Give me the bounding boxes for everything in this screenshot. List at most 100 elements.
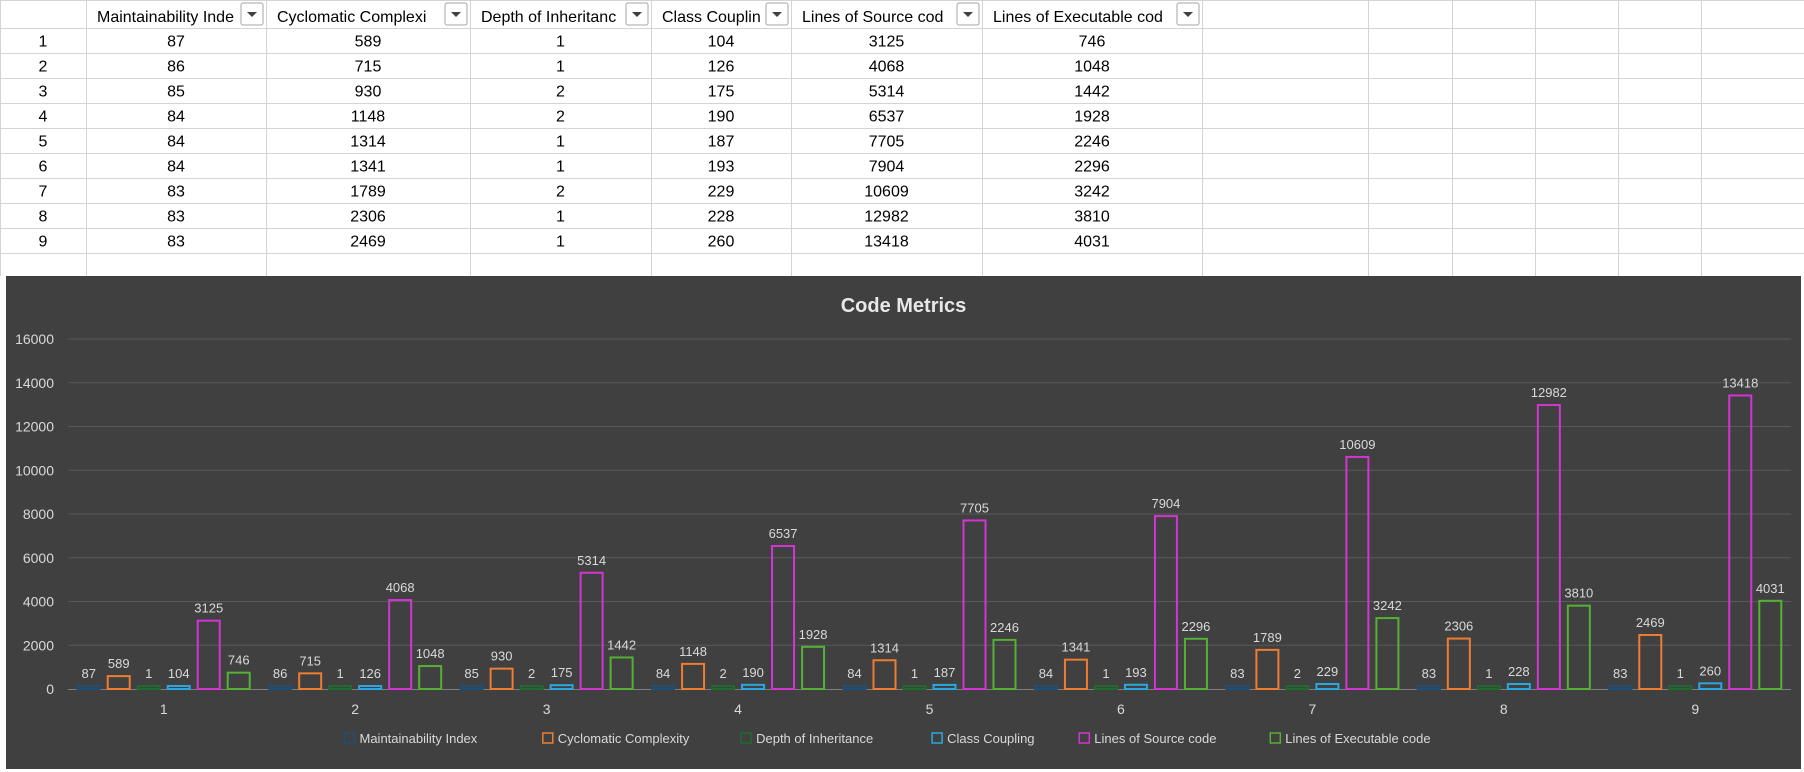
bar[interactable] xyxy=(1183,637,1208,690)
table-cell[interactable]: 190 xyxy=(708,109,735,126)
bar[interactable] xyxy=(549,684,574,690)
bar[interactable] xyxy=(358,685,383,690)
bar[interactable] xyxy=(741,683,766,690)
bar[interactable] xyxy=(298,672,323,690)
bar[interactable] xyxy=(1255,648,1280,691)
filter-dropdown-button[interactable] xyxy=(240,2,264,26)
table-cell[interactable]: 3810 xyxy=(1074,209,1110,226)
legend-item[interactable]: Lines of Source code xyxy=(1078,731,1216,746)
bar[interactable] xyxy=(902,685,927,690)
table-cell[interactable]: 1442 xyxy=(1074,84,1110,101)
table-cell[interactable]: 10609 xyxy=(864,184,909,201)
table-cell[interactable]: 1148 xyxy=(351,109,386,126)
filter-dropdown-button[interactable] xyxy=(765,2,789,26)
legend-item[interactable]: Depth of Inheritance xyxy=(740,731,873,746)
table-cell[interactable]: 1789 xyxy=(350,184,386,201)
bar[interactable] xyxy=(166,685,191,690)
table-cell[interactable]: 746 xyxy=(1079,34,1106,51)
table-cell[interactable]: 175 xyxy=(708,84,735,101)
row-label[interactable]: 4 xyxy=(39,109,48,126)
table-cell[interactable]: 3125 xyxy=(869,34,905,51)
table-cell[interactable]: 228 xyxy=(708,209,735,226)
bar[interactable] xyxy=(932,683,957,690)
bar[interactable] xyxy=(771,545,796,690)
bar[interactable] xyxy=(992,638,1017,690)
filter-dropdown-button[interactable] xyxy=(625,2,649,26)
bar[interactable] xyxy=(1285,685,1310,690)
table-cell[interactable]: 126 xyxy=(708,59,735,76)
table-cell[interactable]: 2306 xyxy=(350,209,386,226)
bar[interactable] xyxy=(872,659,897,691)
table-cell[interactable]: 3242 xyxy=(1074,184,1110,201)
table-cell[interactable]: 7705 xyxy=(869,134,905,151)
bar[interactable] xyxy=(651,685,676,690)
table-cell[interactable]: 2296 xyxy=(1074,159,1110,176)
table-cell[interactable]: 83 xyxy=(167,209,185,226)
bar[interactable] xyxy=(681,662,706,691)
row-label[interactable]: 2 xyxy=(39,59,48,76)
table-cell[interactable]: 7904 xyxy=(869,159,905,176)
table-cell[interactable]: 1928 xyxy=(1074,109,1110,126)
table-cell[interactable]: 87 xyxy=(167,34,185,51)
legend-item[interactable]: Maintainability Index xyxy=(343,731,478,746)
table-cell[interactable]: 2 xyxy=(556,184,565,201)
bar[interactable] xyxy=(1345,455,1370,690)
row-label[interactable]: 5 xyxy=(39,134,48,151)
table-cell[interactable]: 4031 xyxy=(1074,234,1110,251)
bar[interactable] xyxy=(1608,685,1633,690)
bar[interactable] xyxy=(1566,604,1591,690)
bar[interactable] xyxy=(842,685,867,690)
table-cell[interactable]: 2 xyxy=(556,84,565,101)
table-cell[interactable]: 84 xyxy=(167,109,185,126)
table-cell[interactable]: 1 xyxy=(556,34,565,51)
row-label[interactable]: 1 xyxy=(39,34,48,51)
table-cell[interactable]: 4068 xyxy=(869,59,905,76)
bar[interactable] xyxy=(1315,682,1340,691)
legend-item[interactable]: Lines of Executable code xyxy=(1269,731,1431,746)
bar[interactable] xyxy=(1638,633,1663,691)
table-cell[interactable]: 2469 xyxy=(350,234,386,251)
table-cell[interactable]: 83 xyxy=(167,184,185,201)
table-cell[interactable]: 193 xyxy=(708,159,735,176)
bar[interactable] xyxy=(1123,683,1148,691)
table-cell[interactable]: 2246 xyxy=(1074,134,1110,151)
bar[interactable] xyxy=(106,675,131,691)
bar[interactable] xyxy=(1225,685,1250,690)
row-label[interactable]: 3 xyxy=(39,84,48,101)
bar[interactable] xyxy=(489,667,514,690)
table-cell[interactable]: 1 xyxy=(556,59,565,76)
bar[interactable] xyxy=(1668,685,1693,690)
filter-dropdown-button[interactable] xyxy=(956,2,980,26)
bar[interactable] xyxy=(1698,682,1723,690)
table-cell[interactable]: 1314 xyxy=(350,134,386,151)
table-cell[interactable]: 6537 xyxy=(869,109,905,126)
bar[interactable] xyxy=(1093,685,1118,690)
table-cell[interactable]: 1 xyxy=(556,234,565,251)
bar[interactable] xyxy=(1063,658,1088,690)
bar[interactable] xyxy=(1416,685,1441,690)
table-cell[interactable]: 2 xyxy=(556,109,565,126)
table-cell[interactable]: 187 xyxy=(708,134,735,151)
bar[interactable] xyxy=(328,685,353,690)
bar[interactable] xyxy=(1728,394,1753,690)
row-label[interactable]: 6 xyxy=(39,159,48,176)
bar[interactable] xyxy=(1536,404,1561,691)
bar[interactable] xyxy=(1153,515,1178,690)
table-cell[interactable]: 86 xyxy=(167,59,185,76)
table-cell[interactable]: 589 xyxy=(355,34,382,51)
legend-item[interactable]: Class Coupling xyxy=(931,731,1035,746)
bar[interactable] xyxy=(226,671,251,690)
bar[interactable] xyxy=(962,519,987,690)
table-cell[interactable]: 229 xyxy=(708,184,735,201)
table-cell[interactable]: 715 xyxy=(355,59,382,76)
legend-item[interactable]: Cyclomatic Complexity xyxy=(542,731,690,746)
bar[interactable] xyxy=(1758,599,1783,690)
bar[interactable] xyxy=(76,685,101,690)
table-cell[interactable]: 930 xyxy=(355,84,382,101)
filter-dropdown-button[interactable] xyxy=(1176,2,1200,26)
table-cell[interactable]: 1 xyxy=(556,134,565,151)
bar[interactable] xyxy=(711,685,736,690)
bar[interactable] xyxy=(136,685,161,690)
bar[interactable] xyxy=(1033,685,1058,690)
table-cell[interactable]: 83 xyxy=(167,234,185,251)
